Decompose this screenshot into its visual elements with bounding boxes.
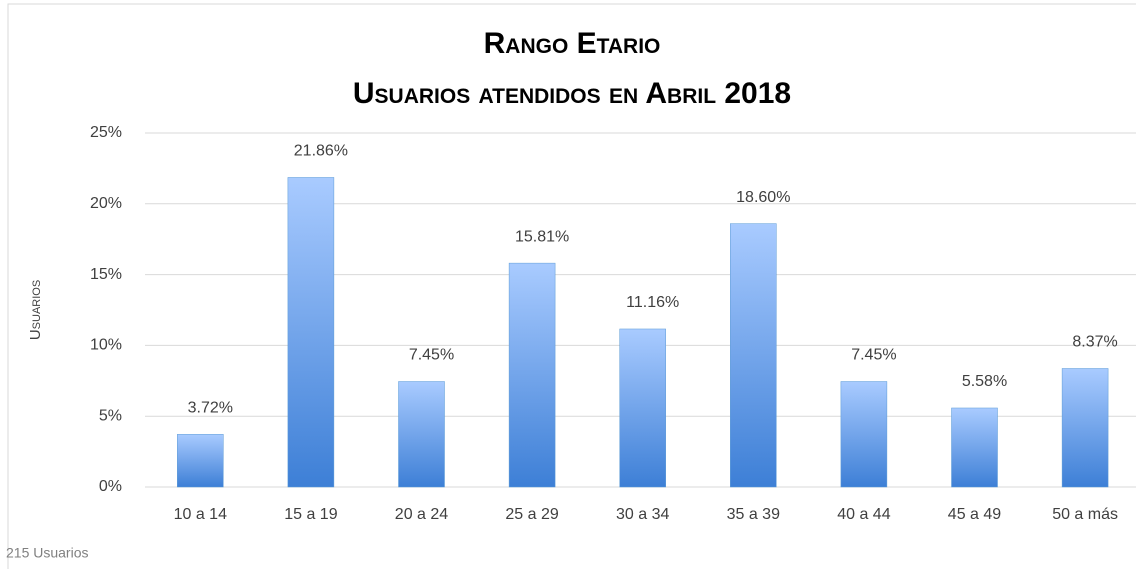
y-tick-label: 25%	[90, 124, 122, 141]
bar	[398, 381, 445, 488]
chart-title: Rango Etario	[484, 27, 661, 60]
data-label: 3.72%	[188, 400, 233, 417]
chart-subtitle: Usuarios atendidos en Abril 2018	[353, 77, 791, 110]
y-tick-label: 0%	[99, 478, 122, 495]
data-label: 7.45%	[409, 347, 454, 364]
y-tick-label: 10%	[90, 337, 122, 354]
x-tick-label: 45 a 49	[948, 506, 1001, 523]
bar	[840, 381, 888, 488]
bar	[730, 223, 777, 488]
x-tick-label: 35 a 39	[727, 506, 780, 523]
x-tick-label: 50 a más	[1052, 506, 1118, 523]
x-tick-label: 20 a 24	[395, 506, 448, 523]
data-label: 21.86%	[294, 143, 348, 160]
bar	[287, 177, 335, 488]
bar	[1061, 368, 1109, 488]
y-tick-label: 20%	[90, 195, 122, 212]
data-label: 5.58%	[962, 373, 1007, 390]
data-label: 15.81%	[515, 228, 569, 245]
x-tick-label: 30 a 34	[616, 506, 669, 523]
data-label: 18.60%	[736, 189, 790, 206]
bar	[951, 407, 998, 488]
bar	[619, 328, 666, 488]
y-axis-label: Usuarios	[27, 280, 44, 340]
y-tick-label: 15%	[90, 266, 122, 283]
footnote: 215 Usuarios	[6, 545, 89, 561]
data-label: 7.45%	[851, 347, 896, 364]
bar	[177, 434, 224, 488]
x-tick-label: 15 a 19	[284, 506, 337, 523]
bar	[508, 262, 556, 488]
data-label: 8.37%	[1072, 334, 1117, 351]
data-label: 11.16%	[626, 294, 679, 311]
x-tick-label: 10 a 14	[174, 506, 227, 523]
x-tick-label: 40 a 44	[837, 506, 890, 523]
x-tick-label: 25 a 29	[505, 506, 558, 523]
y-tick-label: 5%	[99, 407, 122, 424]
